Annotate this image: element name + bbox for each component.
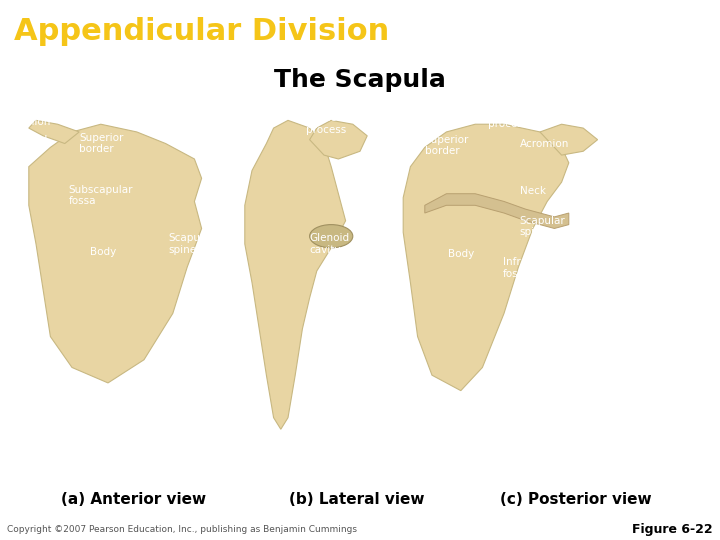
Text: Coracoid
process: Coracoid process <box>488 107 534 129</box>
Text: Scapular
spine: Scapular spine <box>520 216 566 238</box>
Polygon shape <box>245 120 346 429</box>
Polygon shape <box>29 120 79 144</box>
Text: Copyright ©2007 Pearson Education, Inc., publishing as Benjamin Cummings: Copyright ©2007 Pearson Education, Inc.,… <box>7 525 357 534</box>
Text: Scapular
spine: Scapular spine <box>168 233 215 255</box>
Text: Superior
border: Superior border <box>79 133 124 154</box>
Text: Subscapular
fossa: Subscapular fossa <box>68 185 133 206</box>
Text: Supraspinous
fossa: Supraspinous fossa <box>412 110 482 131</box>
Polygon shape <box>540 124 598 155</box>
Text: Appendicular Division: Appendicular Division <box>14 17 390 45</box>
Text: Medial
border: Medial border <box>180 297 215 319</box>
Text: Acromion: Acromion <box>1 117 51 127</box>
Text: Body: Body <box>90 247 116 256</box>
Text: Acromion: Acromion <box>179 117 229 127</box>
Text: Infraspinous
fossa: Infraspinous fossa <box>503 257 567 279</box>
Polygon shape <box>425 194 569 228</box>
Text: (b) Lateral view: (b) Lateral view <box>289 492 424 507</box>
Text: Neck: Neck <box>520 186 546 197</box>
Text: Lateral
border: Lateral border <box>503 318 539 340</box>
Text: Lateral
border: Lateral border <box>178 332 215 353</box>
Text: Figure 6-22: Figure 6-22 <box>632 523 713 536</box>
Text: Head: Head <box>1 193 29 202</box>
Text: Glenoid
cavity: Glenoid cavity <box>310 233 350 255</box>
Polygon shape <box>310 120 367 159</box>
Text: Coracoid
process: Coracoid process <box>306 113 352 135</box>
Text: Coracoid
process: Coracoid process <box>1 134 48 156</box>
Text: Medial
border: Medial border <box>310 326 344 347</box>
Circle shape <box>310 225 353 248</box>
Polygon shape <box>403 124 569 390</box>
Polygon shape <box>29 124 202 383</box>
Text: Lateral
border: Lateral border <box>6 312 42 334</box>
Text: The Scapula: The Scapula <box>274 68 446 92</box>
Text: Medial
border: Medial border <box>167 328 202 349</box>
Text: (c) Posterior view: (c) Posterior view <box>500 492 652 507</box>
Text: Superior
border: Superior border <box>425 134 469 156</box>
Text: (a) Anterior view: (a) Anterior view <box>60 492 206 507</box>
Text: Acromion: Acromion <box>520 139 570 148</box>
Text: Body: Body <box>448 248 474 259</box>
